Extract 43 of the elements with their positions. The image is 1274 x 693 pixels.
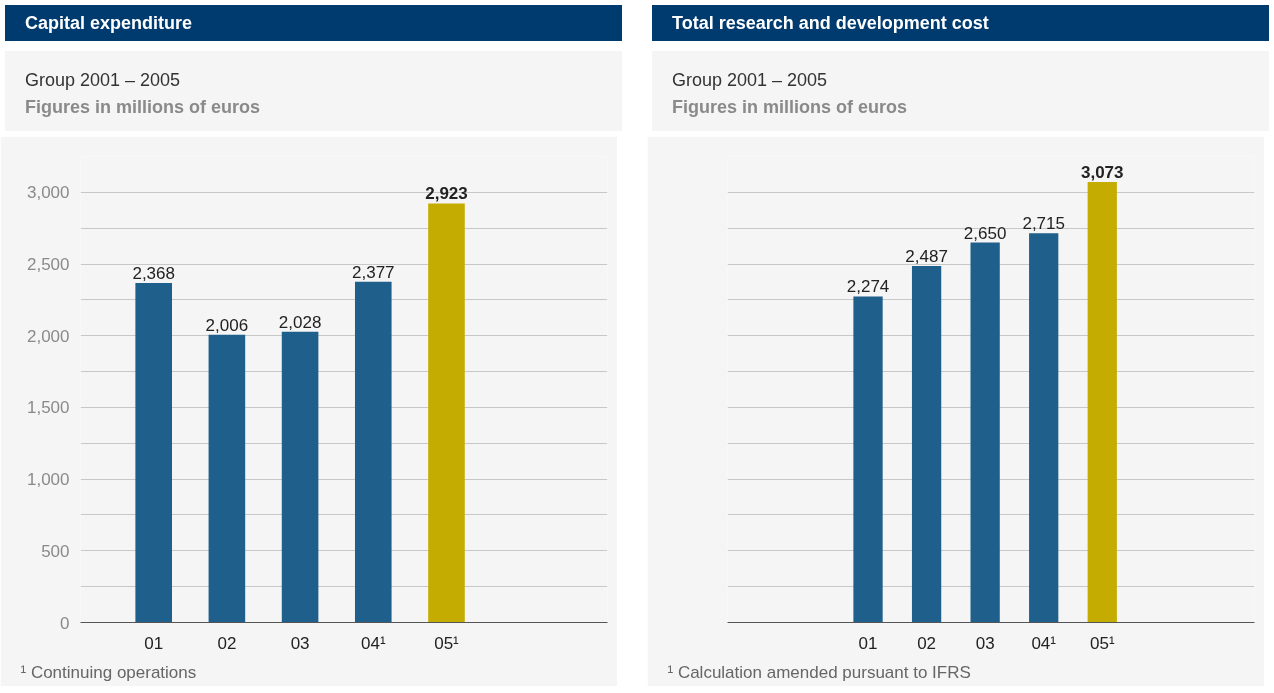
bar	[354, 281, 392, 623]
data-label: 2,006	[205, 315, 249, 335]
bar	[1029, 233, 1059, 623]
x-tick-label: 04¹	[360, 633, 386, 653]
bar	[135, 282, 172, 623]
x-tick-label: 05¹	[1089, 633, 1115, 653]
x-tick-label: 01	[858, 633, 878, 653]
data-label: 2,650	[963, 223, 1007, 243]
bar	[970, 242, 1000, 623]
data-label: 2,487	[905, 246, 948, 266]
x-tick-label: 01	[144, 633, 164, 653]
chart-subtitle: Group 2001 – 2005 Figures in millions of euros	[25, 69, 261, 119]
chart-subtitle: Group 2001 – 2005 Figures in millions of euros	[672, 69, 908, 119]
data-label: 2,274	[846, 277, 890, 297]
text: ¹ Continuing operations	[20, 662, 197, 682]
x-tick-label: 02	[917, 633, 937, 653]
data-label: 2,923	[425, 184, 468, 204]
y-tick-label: 1,500	[26, 398, 70, 418]
y-tick-label: 1,000	[26, 470, 70, 490]
data-label: 2,028	[278, 312, 322, 332]
x-tick-label: 03	[975, 633, 995, 653]
bar	[428, 203, 465, 623]
data-label: 2,715	[1022, 214, 1065, 234]
y-tick-label: 3,000	[26, 183, 70, 203]
bar	[281, 331, 319, 623]
x-tick-label: 02	[217, 633, 237, 653]
bar	[853, 296, 883, 623]
bar	[911, 265, 942, 623]
x-tick-label: 04¹	[1031, 633, 1057, 653]
text: ¹ Calculation amended pursuant to IFRS	[667, 662, 971, 682]
y-tick-label: 500	[41, 541, 70, 561]
chart-title: Capital expenditure	[25, 12, 193, 35]
data-label: 3,073	[1080, 162, 1124, 182]
data-label: 2,377	[352, 262, 395, 282]
data-label: 2,368	[132, 263, 175, 283]
y-tick-label: 2,000	[26, 326, 70, 346]
chart-title: Total research and development cost	[672, 12, 989, 35]
x-tick-label: 05¹	[434, 633, 460, 653]
bar	[1087, 181, 1117, 623]
bar	[208, 334, 246, 623]
y-tick-label: 2,500	[26, 255, 70, 275]
y-tick-label: 0	[60, 613, 70, 633]
x-tick-label: 03	[290, 633, 310, 653]
